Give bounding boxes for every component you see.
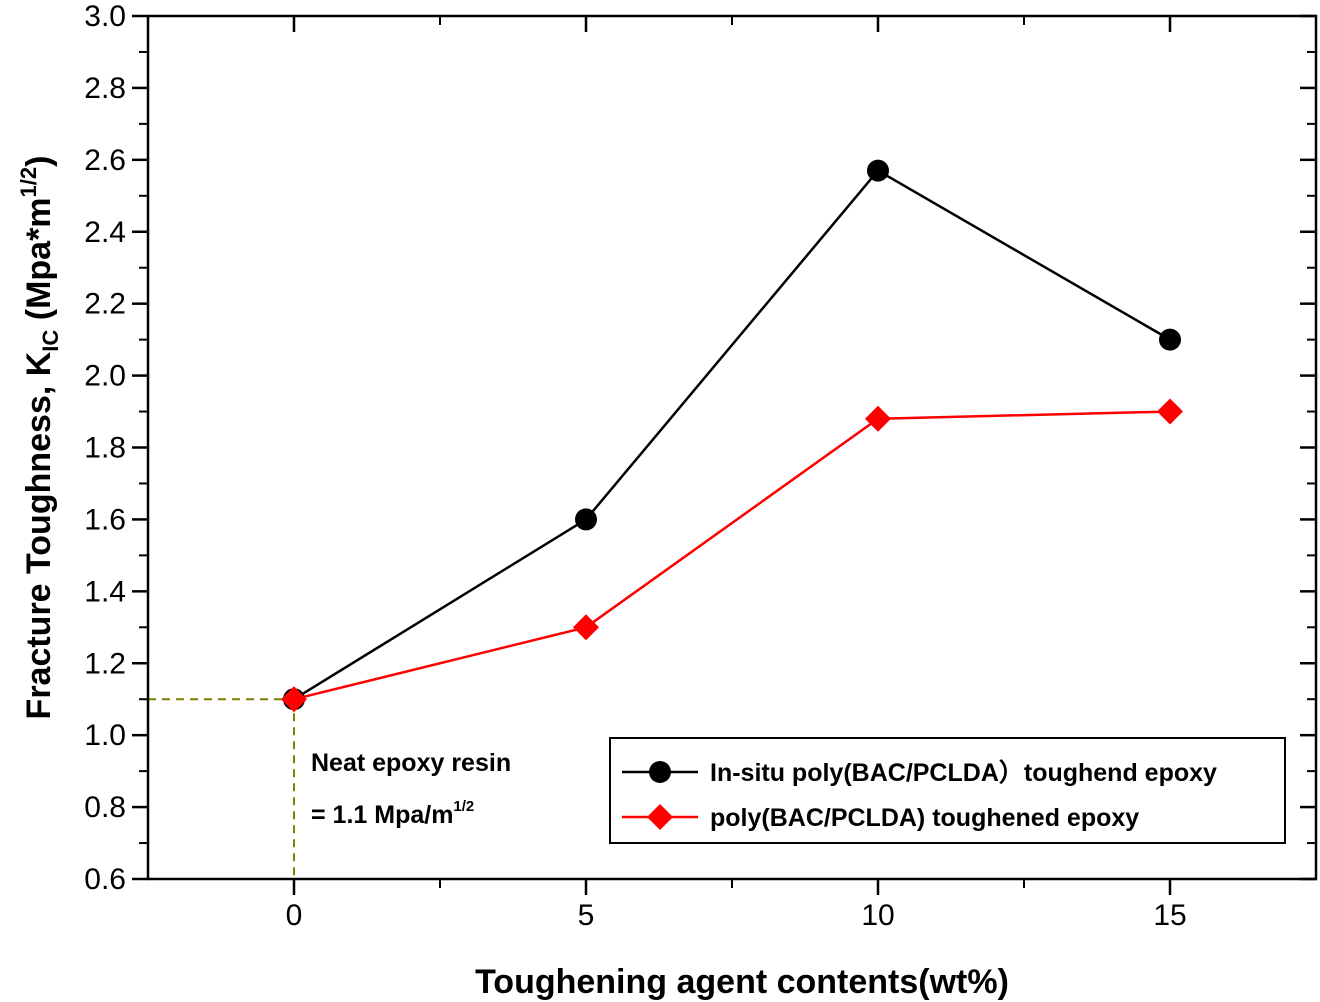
series-1-line	[293, 410, 1171, 701]
annotation-line-1: Neat epoxy resin	[311, 749, 511, 777]
series-0-point	[867, 159, 889, 182]
y-axis-title: Fracture Toughness, KIC (Mpa*m1/2)	[16, 156, 63, 720]
series-1-point	[865, 405, 891, 432]
y-tick-label: 1.4	[84, 575, 126, 608]
x-tick-label: 10	[861, 899, 894, 932]
y-tick-label: 3.0	[84, 0, 126, 33]
series-0-point	[1159, 328, 1181, 351]
x-tick-label: 5	[578, 899, 595, 932]
x-tick-label: 0	[286, 899, 303, 932]
y-tick-label: 1.8	[84, 432, 126, 465]
axis-ticks: 0.6 0.8 1.0 1.2 1.4 1.6 1.8 2.0 2.2 2.4 2.6 2.8 3.0 0…	[84, 0, 1316, 932]
legend-label-0: In-situ poly(BAC/PCLDA）toughend epoxy	[710, 758, 1217, 787]
annotation-line-2-text: = 1.1 Mpa/m	[311, 801, 453, 829]
y-tick-label: 1.2	[84, 647, 126, 680]
y-tick-label: 2.2	[84, 288, 126, 321]
y-tick-label: 2.4	[84, 216, 126, 249]
legend-label-1: poly(BAC/PCLDA) toughened epoxy	[710, 804, 1139, 832]
y-tick-label: 2.6	[84, 144, 126, 177]
series-1-point	[1157, 398, 1183, 425]
y-axis-title-main: Fracture Toughness, K	[20, 351, 58, 719]
y-tick-label: 0.6	[84, 863, 126, 896]
y-axis-title-subscript: IC	[38, 330, 63, 352]
x-axis-title: Toughening agent contents(wt%)	[475, 963, 1009, 1001]
y-tick-label: 2.8	[84, 72, 126, 105]
y-axis-title-unit: (Mpa*m	[20, 197, 58, 329]
legend-items: In-situ poly(BAC/PCLDA）toughend epoxy pol…	[622, 758, 1217, 832]
legend: In-situ poly(BAC/PCLDA）toughend epoxy pol…	[609, 737, 1286, 844]
y-tick-label: 0.8	[84, 791, 126, 824]
annotation-line-2: = 1.1 Mpa/m1/2	[311, 798, 474, 829]
legend-marker-0	[649, 761, 671, 783]
y-tick-label: 1.6	[84, 503, 126, 536]
legend-marker-1	[647, 804, 673, 830]
y-axis-title-close: )	[20, 156, 58, 167]
series-layer	[281, 159, 1183, 713]
y-tick-label: 2.0	[84, 360, 126, 393]
series-1-point	[281, 686, 307, 713]
legend-box	[609, 737, 1286, 844]
series-1-point	[573, 614, 599, 641]
x-tick-label: 15	[1153, 899, 1186, 932]
y-axis-title-superscript: 1/2	[16, 167, 41, 198]
series-0-line	[293, 169, 1171, 701]
annotation-line-2-sup: 1/2	[453, 798, 474, 815]
reference-lines	[148, 698, 295, 879]
y-tick-label: 1.0	[84, 719, 126, 752]
series-0-point	[575, 508, 597, 531]
